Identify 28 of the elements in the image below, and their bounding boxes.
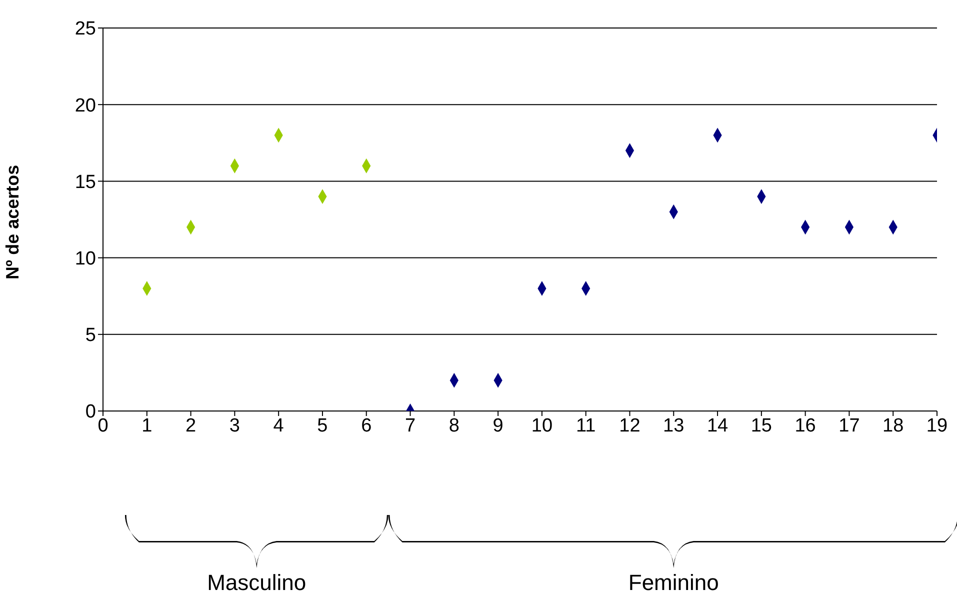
x-tick-label: 2 [186, 415, 196, 436]
x-tick-label: 11 [576, 415, 596, 436]
y-tick-label: 10 [74, 248, 96, 270]
y-tick-label: 5 [85, 325, 96, 346]
text: Feminino [628, 570, 719, 595]
x-tick-label: 14 [706, 415, 729, 436]
x-tick-label: 5 [317, 415, 328, 436]
x-tick-label: 18 [882, 415, 904, 436]
x-tick-label: 9 [492, 415, 504, 436]
x-tick-label: 6 [361, 415, 372, 436]
x-tick-label: 10 [531, 415, 553, 436]
x-tick-label: 16 [794, 415, 816, 436]
x-tick-label: 17 [838, 415, 860, 436]
y-tick-label: 0 [85, 402, 96, 423]
y-tick-label: 20 [74, 95, 96, 116]
y-axis-title: Nº de acertos [2, 164, 22, 280]
x-tick-label: 7 [404, 415, 416, 436]
text: Masculino [207, 570, 306, 595]
x-tick-label: 19 [926, 415, 948, 436]
x-tick-label: 1 [142, 415, 152, 436]
y-tick-label: 15 [74, 172, 96, 193]
x-tick-label: 12 [619, 415, 640, 436]
x-tick-label: 8 [448, 415, 460, 436]
x-tick-label: 15 [750, 415, 772, 436]
y-tick-label: 25 [74, 18, 96, 40]
x-tick-label: 4 [273, 415, 284, 436]
x-tick-label: 13 [663, 415, 684, 436]
x-tick-label: 3 [229, 415, 240, 436]
